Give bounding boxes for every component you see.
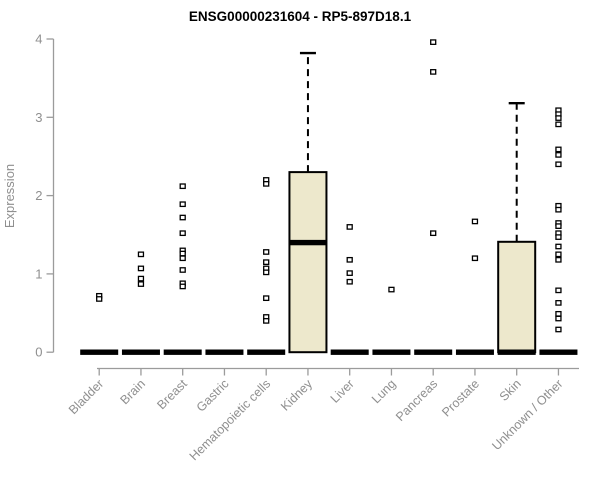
x-tick-label: Brain [118,377,149,408]
data-point [555,243,562,250]
data-point [555,115,562,121]
data-point [179,183,186,190]
median-line [247,349,286,355]
data-point [555,310,562,317]
median-line [121,349,160,355]
data-point [179,255,186,262]
median-line [80,349,119,355]
box [288,171,328,354]
outlier-points [96,39,562,333]
y-tick-label: 4 [35,32,42,47]
data-point [263,259,270,266]
data-point [179,283,186,290]
data-point [263,318,270,324]
data-point [430,69,437,75]
data-point [137,251,145,258]
data-point [137,265,145,272]
boxplot-series [80,51,578,355]
y-tick-label: 2 [35,188,42,203]
data-point [555,146,562,153]
median-line [330,349,369,355]
data-point [179,214,186,221]
x-tick-label: Lung [369,377,399,407]
median-line [497,349,536,355]
x-tick-label: Gastric [194,377,232,415]
data-point [555,287,562,294]
data-point [555,326,562,333]
data-point [346,270,353,276]
median-line [205,349,244,355]
x-tick-label: Pancreas [393,377,440,424]
data-point [137,275,145,282]
data-point [430,39,437,45]
data-point [346,224,353,230]
box [497,240,537,354]
data-point [471,218,479,225]
data-point [137,281,145,287]
data-point [555,251,562,258]
data-point [555,161,562,168]
x-tick-label: Unknown / Other [489,377,565,453]
data-point [555,256,562,263]
data-point [346,256,353,263]
data-point [179,230,186,237]
data-point [555,152,562,158]
data-point [179,267,186,273]
data-point [555,300,562,306]
y-tick-label: 0 [35,345,42,360]
x-tick-label: Bladder [66,377,106,417]
chart-title: ENSG00000231604 - RP5-897D18.1 [189,9,412,24]
median-line [372,349,411,355]
y-tick-label: 1 [35,266,42,281]
data-point [388,286,395,293]
median-line [163,349,202,355]
data-point [555,223,562,229]
x-tick-label: Prostate [439,377,482,420]
y-tick-label: 3 [35,110,42,125]
data-point [430,230,437,237]
data-point [555,206,562,213]
median-line [455,349,494,355]
data-point [555,315,562,322]
x-tick-label: Skin [497,377,524,404]
median-line [414,349,453,355]
data-point [555,121,562,128]
x-tick-label: Liver [328,377,357,406]
data-point [263,295,270,302]
x-tick-label: Breast [154,376,190,412]
data-point [555,234,562,240]
x-tick-label: Hematopoietic cells [187,377,274,464]
data-point [263,249,270,255]
data-point [179,201,186,208]
data-point [96,296,103,302]
data-point [471,255,479,262]
data-point [263,181,270,187]
x-tick-label: Kidney [278,376,315,413]
data-point [346,278,353,285]
median-line [539,349,578,355]
data-point [179,250,186,257]
y-axis-label: Expression [2,164,17,228]
median-line [288,239,327,246]
data-point [263,269,270,276]
